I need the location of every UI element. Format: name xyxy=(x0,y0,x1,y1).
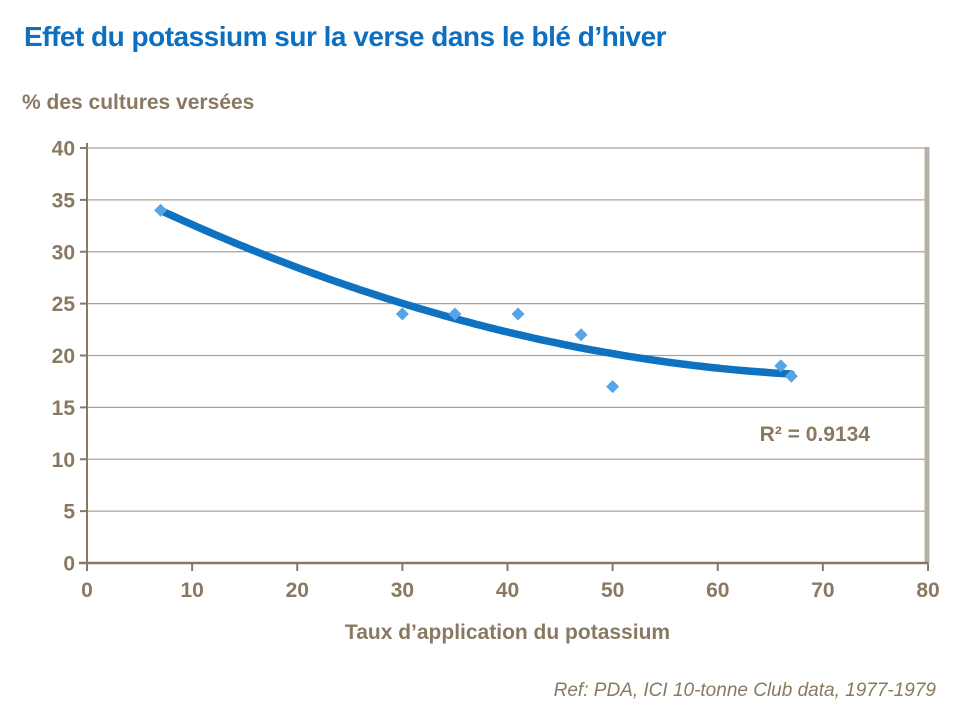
y-tick-label-5: 5 xyxy=(63,501,75,524)
data-point-marker-7 xyxy=(784,369,798,383)
x-tick-label-80: 80 xyxy=(916,579,939,602)
y-tick-label-10: 10 xyxy=(52,449,75,472)
y-tick-label-40: 40 xyxy=(52,138,75,161)
data-point-marker-1 xyxy=(395,307,409,321)
y-tick-label-35: 35 xyxy=(52,189,76,212)
y-tick-label-15: 15 xyxy=(52,397,76,420)
x-axis-title: Taux d’application du potassium xyxy=(344,621,671,644)
data-point-marker-3 xyxy=(511,307,525,321)
x-tick-label-40: 40 xyxy=(496,579,519,602)
data-point-marker-5 xyxy=(606,380,620,394)
y-tick-label-20: 20 xyxy=(52,345,75,368)
x-tick-label-10: 10 xyxy=(180,579,203,602)
y-tick-label-25: 25 xyxy=(52,293,76,316)
data-point-marker-2 xyxy=(448,307,462,321)
x-tick-label-30: 30 xyxy=(391,579,414,602)
chart-title: Effet du potassium sur la verse dans le … xyxy=(24,21,667,52)
data-point-marker-4 xyxy=(574,328,588,342)
x-tick-label-0: 0 xyxy=(81,579,93,602)
trend-line xyxy=(156,206,796,378)
data-point-marker-0 xyxy=(154,203,168,217)
x-tick-label-20: 20 xyxy=(286,579,309,602)
y-tick-label-30: 30 xyxy=(52,241,75,264)
reference-note: Ref: PDA, ICI 10-tonne Club data, 1977-1… xyxy=(553,680,936,701)
y-axis-title: % des cultures versées xyxy=(22,91,255,114)
y-tick-label-0: 0 xyxy=(63,553,75,576)
data-point-marker-6 xyxy=(774,359,788,373)
x-tick-label-60: 60 xyxy=(706,579,729,602)
x-tick-label-50: 50 xyxy=(601,579,624,602)
x-tick-label-70: 70 xyxy=(811,579,834,602)
r-squared-label: R² = 0.9134 xyxy=(759,423,870,446)
